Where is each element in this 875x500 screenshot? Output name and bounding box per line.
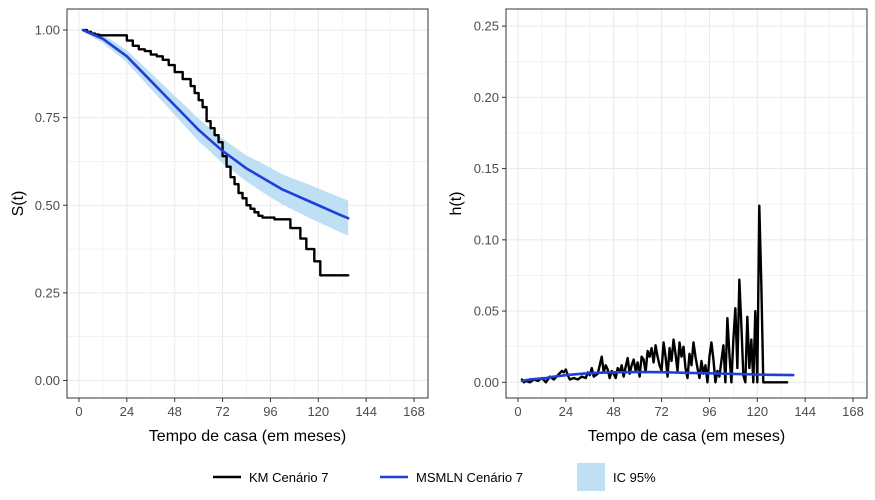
hazard-panel: 0 24 48 72 96 120 144 168 0.00 0.05 0.10 0.15 0.20 0.… (448, 8, 868, 445)
hazard-ticks: 0 24 48 72 96 120 144 168 0.00 0.05 0.10 0.15 0.20 0.… (474, 19, 864, 419)
survival-x-tick-label: 72 (215, 404, 229, 419)
survival-y-tick-label: 1.00 (35, 23, 60, 38)
hazard-marks (520, 204, 795, 384)
survival-y-tick-label: 0.00 (35, 373, 60, 388)
legend-ci-swatch (577, 463, 605, 491)
survival-panel-border (66, 8, 429, 399)
survival-x-axis-title: Tempo de casa (em meses) (149, 428, 346, 445)
hazard-y-tick-label: 0.00 (474, 375, 499, 390)
hazard-grid-major (506, 9, 867, 398)
hazard-y-axis-title: h(t) (448, 192, 465, 216)
hazard-x-tick-label: 0 (514, 404, 521, 419)
survival-x-tick-label: 96 (263, 404, 277, 419)
legend: KM Cenário 7 MSMLN Cenário 7 IC 95% (213, 463, 656, 491)
legend-msmln-label: MSMLN Cenário 7 (416, 470, 523, 485)
survival-marks (81, 28, 350, 277)
hazard-y-tick-label: 0.10 (474, 232, 499, 247)
survival-y-axis-title: S(t) (10, 191, 27, 217)
hazard-x-tick-label: 120 (746, 404, 768, 419)
hazard-x-tick-label: 96 (702, 404, 716, 419)
legend-ci-label: IC 95% (613, 470, 656, 485)
survival-msmln-line (81, 28, 350, 220)
hazard-x-axis-title: Tempo de casa (em meses) (588, 428, 785, 445)
hazard-y-tick-label: 0.05 (474, 304, 499, 319)
survival-ci-band (82, 30, 349, 236)
hazard-x-tick-label: 144 (794, 404, 816, 419)
survival-x-tick-label: 48 (167, 404, 181, 419)
legend-km-label: KM Cenário 7 (249, 470, 328, 485)
survival-ticks: 0 24 48 72 96 120 144 168 0.00 0.25 0.50 0.75 1.00 (35, 23, 425, 419)
hazard-x-tick-label: 24 (559, 404, 573, 419)
survival-panel: 0 24 48 72 96 120 144 168 0.00 0.25 0.50 0.75 1.00 T… (10, 8, 429, 445)
survival-x-tick-label: 144 (355, 404, 377, 419)
survival-y-tick-label: 0.25 (35, 285, 60, 300)
hazard-msmln-line (520, 370, 795, 383)
survival-x-tick-label: 168 (403, 404, 425, 419)
hazard-x-tick-label: 168 (842, 404, 864, 419)
hazard-panel-background (506, 9, 867, 398)
survival-x-tick-label: 0 (75, 404, 82, 419)
survival-x-tick-label: 24 (120, 404, 134, 419)
hazard-panel-border (505, 8, 868, 399)
survival-x-tick-label: 120 (307, 404, 329, 419)
survival-km-line (81, 28, 350, 277)
hazard-y-tick-label: 0.20 (474, 90, 499, 105)
survival-y-tick-label: 0.75 (35, 110, 60, 125)
hazard-km-line (520, 204, 789, 384)
hazard-y-tick-label: 0.25 (474, 19, 499, 34)
hazard-x-tick-label: 72 (654, 404, 668, 419)
hazard-y-tick-label: 0.15 (474, 161, 499, 176)
hazard-x-tick-label: 48 (606, 404, 620, 419)
survival-y-tick-label: 0.50 (35, 198, 60, 213)
